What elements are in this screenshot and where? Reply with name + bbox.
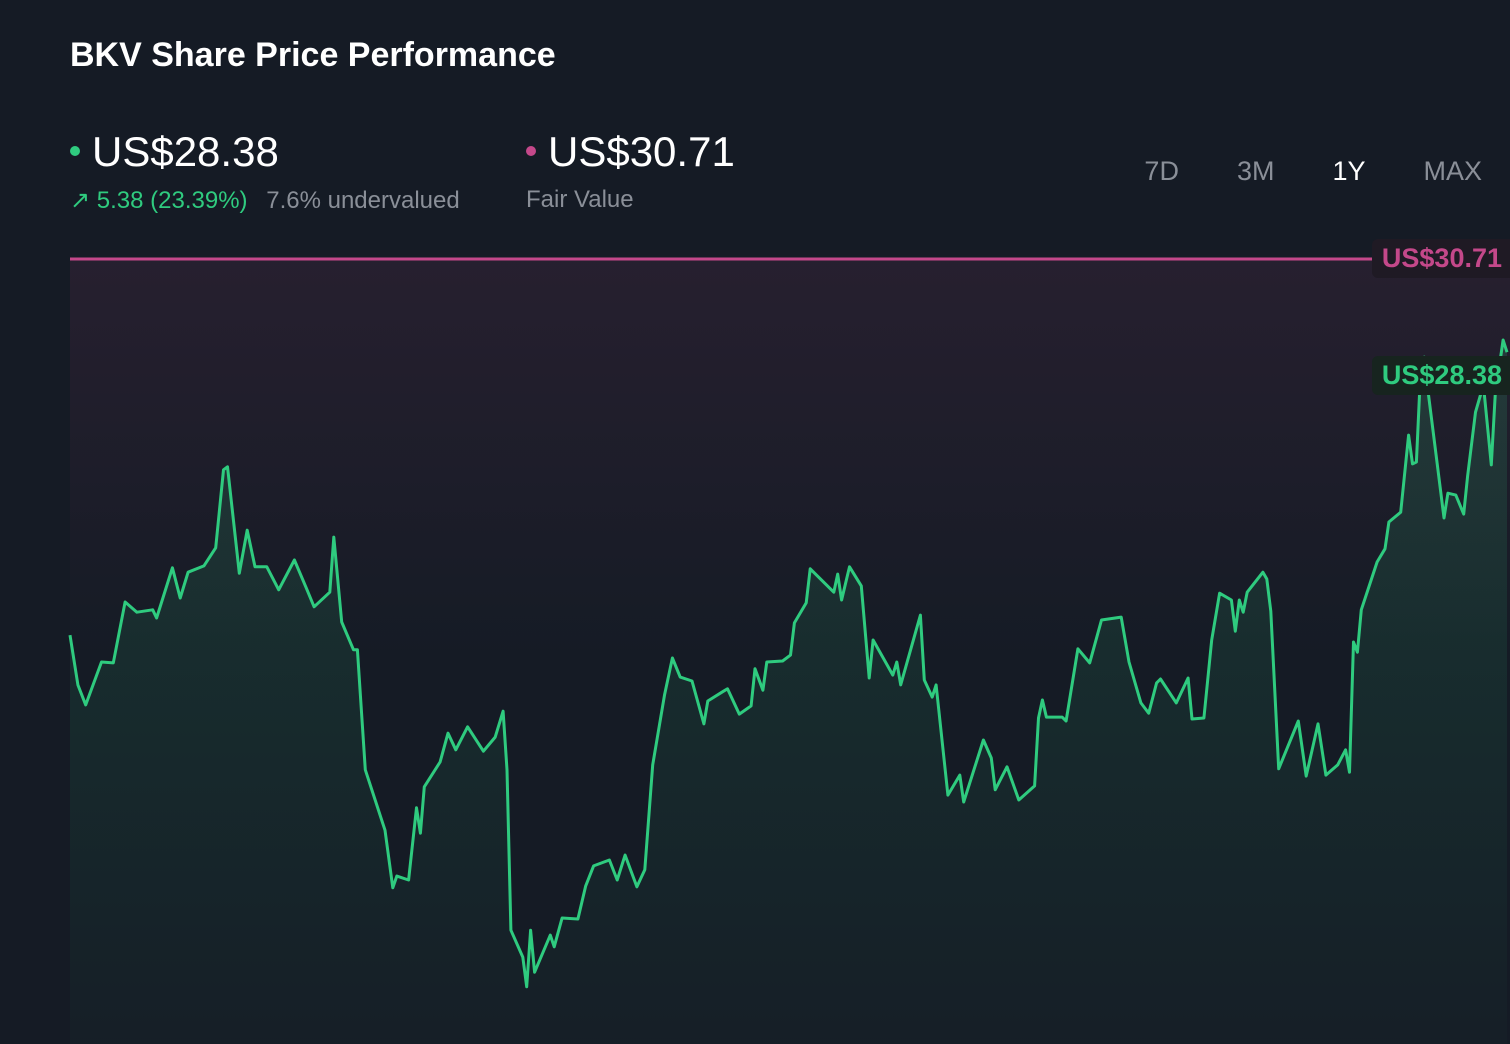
- price-change: 5.38 (23.39%): [96, 187, 248, 214]
- fair-value-stat: US$30.71 Fair Value: [526, 128, 735, 214]
- tab-1y[interactable]: 1Y: [1332, 156, 1366, 186]
- price-area: [70, 340, 1507, 1044]
- timeframe-tabs: 7D 3M 1Y MAX: [1086, 156, 1482, 187]
- fair-value: US$30.71: [548, 128, 735, 175]
- page-title: BKV Share Price Performance: [70, 36, 556, 74]
- current-price-stat: US$28.38 ↗ 5.38 (23.39%) 7.6% undervalue…: [70, 128, 460, 215]
- arrow-up-right-icon: ↗: [70, 187, 91, 214]
- tab-max[interactable]: MAX: [1423, 156, 1482, 186]
- tab-7d[interactable]: 7D: [1144, 156, 1179, 186]
- price-line: [68, 338, 1509, 989]
- last-price-tag: US$28.38: [1371, 356, 1510, 396]
- fair-value-tag: US$30.71: [1371, 239, 1510, 279]
- price-legend-dot: [70, 145, 80, 156]
- tab-3m[interactable]: 3M: [1236, 156, 1275, 186]
- valuation-label: 7.6% undervalued: [266, 187, 460, 214]
- fair-value-area: [70, 259, 1510, 660]
- fair-value-legend-dot: [526, 145, 536, 156]
- fair-value-label: Fair Value: [526, 186, 634, 213]
- current-price: US$28.38: [92, 128, 279, 175]
